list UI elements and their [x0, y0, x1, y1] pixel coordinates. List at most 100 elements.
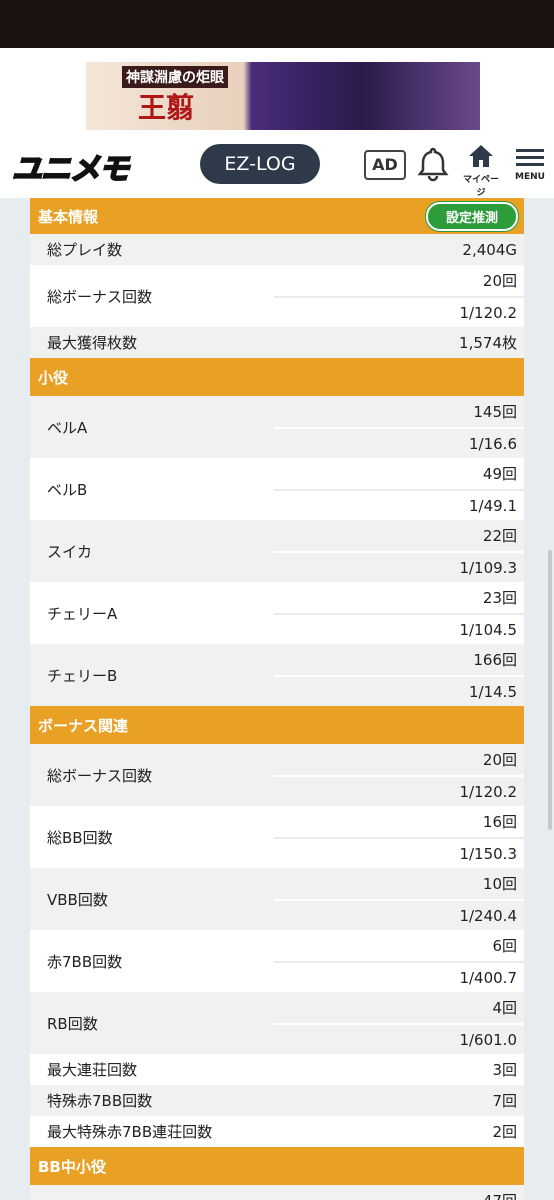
stat-label: VBB回数	[47, 890, 108, 909]
ad-button[interactable]: AD	[364, 150, 406, 180]
stat-values: 22回 1/109.3	[274, 520, 524, 582]
stat-values: 3回	[274, 1054, 524, 1085]
stat-value: 1/120.2	[274, 296, 524, 327]
stat-value: 1/240.4	[274, 899, 524, 930]
stat-values: 10回 1/240.4	[274, 868, 524, 930]
stat-label: ベルB	[47, 480, 88, 499]
data-panel: 基本情報 設定推測 総プレイ数 2,404G 総ボーナス回数 20回 1/120.2 最大獲得…	[30, 198, 524, 1200]
stat-values: 2,404G	[274, 234, 524, 265]
stat-values: 1,574枚	[274, 327, 524, 358]
stat-row: チェリーA 23回 1/104.5	[30, 582, 524, 644]
stat-value: 7回	[492, 1092, 517, 1110]
stat-value: 1/120.2	[274, 775, 524, 806]
stat-row: ベルA 145回 1/16.6	[30, 396, 524, 458]
stat-label: 総ボーナス回数	[47, 766, 153, 785]
stat-label: チェリーA	[47, 604, 118, 623]
stat-value: 2回	[492, 1123, 517, 1141]
stat-value: 20回	[482, 751, 517, 769]
stat-label: 総BB回数	[47, 828, 113, 847]
stat-value: 1/400.7	[274, 961, 524, 992]
stat-label: ベルA	[47, 418, 88, 437]
stat-values: 23回 1/104.5	[274, 582, 524, 644]
menu-button[interactable]: MENU	[512, 148, 548, 182]
stat-value: 4回	[492, 999, 517, 1017]
stat-row: 最大特殊赤7BB連荘回数 2回	[30, 1116, 524, 1147]
stat-label: 最大特殊赤7BB連荘回数	[47, 1123, 213, 1141]
bell-icon[interactable]	[416, 146, 450, 182]
ez-log-button[interactable]: EZ-LOG	[200, 144, 320, 184]
stat-value: 1,574枚	[459, 334, 517, 352]
stat-values: 145回 1/16.6	[274, 396, 524, 458]
section-header: 基本情報 設定推測	[30, 198, 524, 234]
stat-value: 1/150.3	[274, 837, 524, 868]
home-icon	[469, 145, 493, 167]
stat-values: 20回 1/120.2	[274, 265, 524, 327]
menu-label: MENU	[515, 172, 545, 182]
mypage-button[interactable]: マイページ	[460, 144, 502, 198]
banner-image[interactable]: 神謀淵慮の炬眼 王翦	[86, 62, 480, 130]
stat-value: 1/49.1	[274, 489, 524, 520]
stat-label: 特殊赤7BB回数	[47, 1092, 153, 1110]
stat-value: 6回	[492, 937, 517, 955]
stat-value: 1/109.3	[274, 551, 524, 582]
stat-value: 166回	[473, 651, 517, 669]
stat-row: 総ボーナス回数 20回 1/120.2	[30, 265, 524, 327]
stat-row: 最大連荘回数 3回	[30, 1054, 524, 1085]
stat-value: 22回	[482, 527, 517, 545]
stat-label: 最大獲得枚数	[47, 334, 138, 352]
scrollbar	[548, 550, 552, 830]
stat-value: 1/14.5	[274, 675, 524, 706]
stat-values: 4回 1/601.0	[274, 992, 524, 1054]
section-title: 基本情報	[38, 207, 99, 226]
stat-label: 総ボーナス回数	[47, 287, 153, 306]
banner[interactable]: 神謀淵慮の炬眼 王翦	[0, 48, 554, 132]
section-header: ボーナス関連	[30, 706, 524, 744]
stat-row: 総プレイ数 2,404G	[30, 234, 524, 265]
banner-title: 王翦	[138, 91, 195, 124]
stat-values: 7回	[274, 1085, 524, 1116]
stat-label: チェリーB	[47, 666, 118, 685]
section-title: 小役	[38, 368, 69, 387]
estimate-button[interactable]: 設定推測	[425, 201, 518, 231]
menu-icon	[516, 149, 544, 166]
stat-value: 20回	[482, 272, 517, 290]
stat-row: 最大獲得枚数 1,574枚	[30, 327, 524, 358]
banner-subtitle: 神謀淵慮の炬眼	[122, 66, 228, 88]
stat-value: 1/104.5	[274, 613, 524, 644]
stat-label: 赤7BB回数	[47, 952, 123, 971]
stat-values: 166回 1/14.5	[274, 644, 524, 706]
stat-values: 16回 1/150.3	[274, 806, 524, 868]
stat-value: 47回	[274, 1185, 524, 1200]
stat-value: 23回	[482, 589, 517, 607]
stat-value: 1/601.0	[274, 1023, 524, 1054]
stat-value: 49回	[482, 465, 517, 483]
stat-value: 145回	[473, 403, 517, 421]
stat-values: 6回 1/400.7	[274, 930, 524, 992]
stat-row: VBB回数 10回 1/240.4	[30, 868, 524, 930]
section-title: ボーナス関連	[38, 716, 129, 735]
stat-label: 最大連荘回数	[47, 1061, 138, 1079]
stat-row: 総ボーナス回数 20回 1/120.2	[30, 744, 524, 806]
stat-row: RB回数 4回 1/601.0	[30, 992, 524, 1054]
stat-values: 47回	[274, 1185, 524, 1200]
stat-value: 10回	[482, 875, 517, 893]
logo[interactable]: ユニメモ	[11, 151, 130, 188]
stat-row: 赤7BB回数 6回 1/400.7	[30, 930, 524, 992]
site-header: ユニメモ EZ-LOG AD マイページ MENU	[0, 132, 554, 198]
mypage-label: マイページ	[462, 175, 499, 198]
stat-value: 2,404G	[462, 240, 517, 259]
stat-row: ベルB 49回 1/49.1	[30, 458, 524, 520]
status-bar	[0, 0, 554, 48]
stat-label: 総プレイ数	[47, 241, 123, 259]
section-header: 小役	[30, 358, 524, 396]
section-title: BB中小役	[38, 1157, 106, 1176]
stat-values: 20回 1/120.2	[274, 744, 524, 806]
stat-values: 2回	[274, 1116, 524, 1147]
stat-value: 3回	[492, 1061, 517, 1079]
stat-row: 総BB回数 16回 1/150.3	[30, 806, 524, 868]
stat-value: 1/16.6	[274, 427, 524, 458]
stat-row: 47回	[30, 1185, 524, 1200]
stat-row: 特殊赤7BB回数 7回	[30, 1085, 524, 1116]
stat-label: スイカ	[47, 542, 93, 561]
